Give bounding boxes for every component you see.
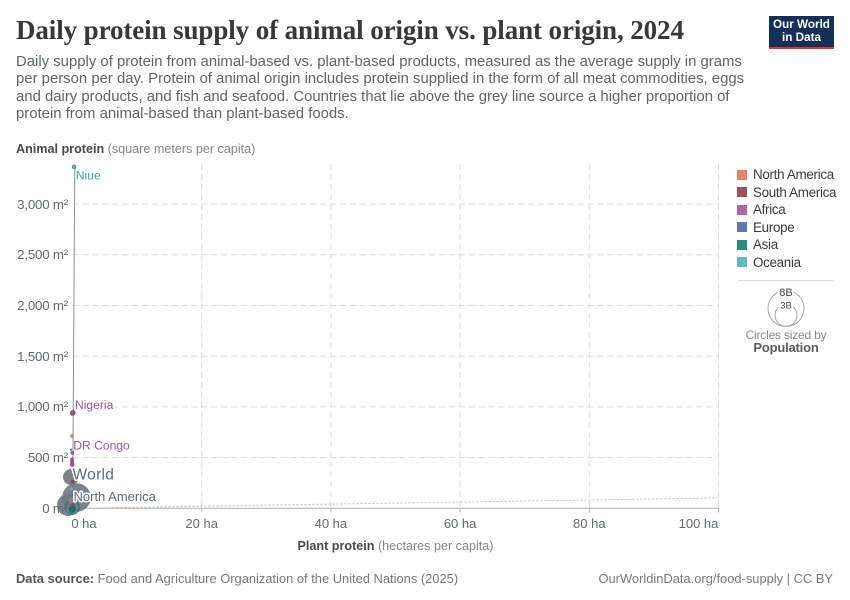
svg-text:World: World — [73, 466, 115, 483]
svg-text:8B: 8B — [779, 287, 792, 299]
svg-text:Nigeria: Nigeria — [75, 398, 114, 412]
svg-text:Niue: Niue — [76, 169, 101, 183]
svg-text:North America: North America — [74, 489, 157, 504]
svg-text:3B: 3B — [780, 301, 792, 312]
svg-text:DR Congo: DR Congo — [73, 439, 130, 453]
